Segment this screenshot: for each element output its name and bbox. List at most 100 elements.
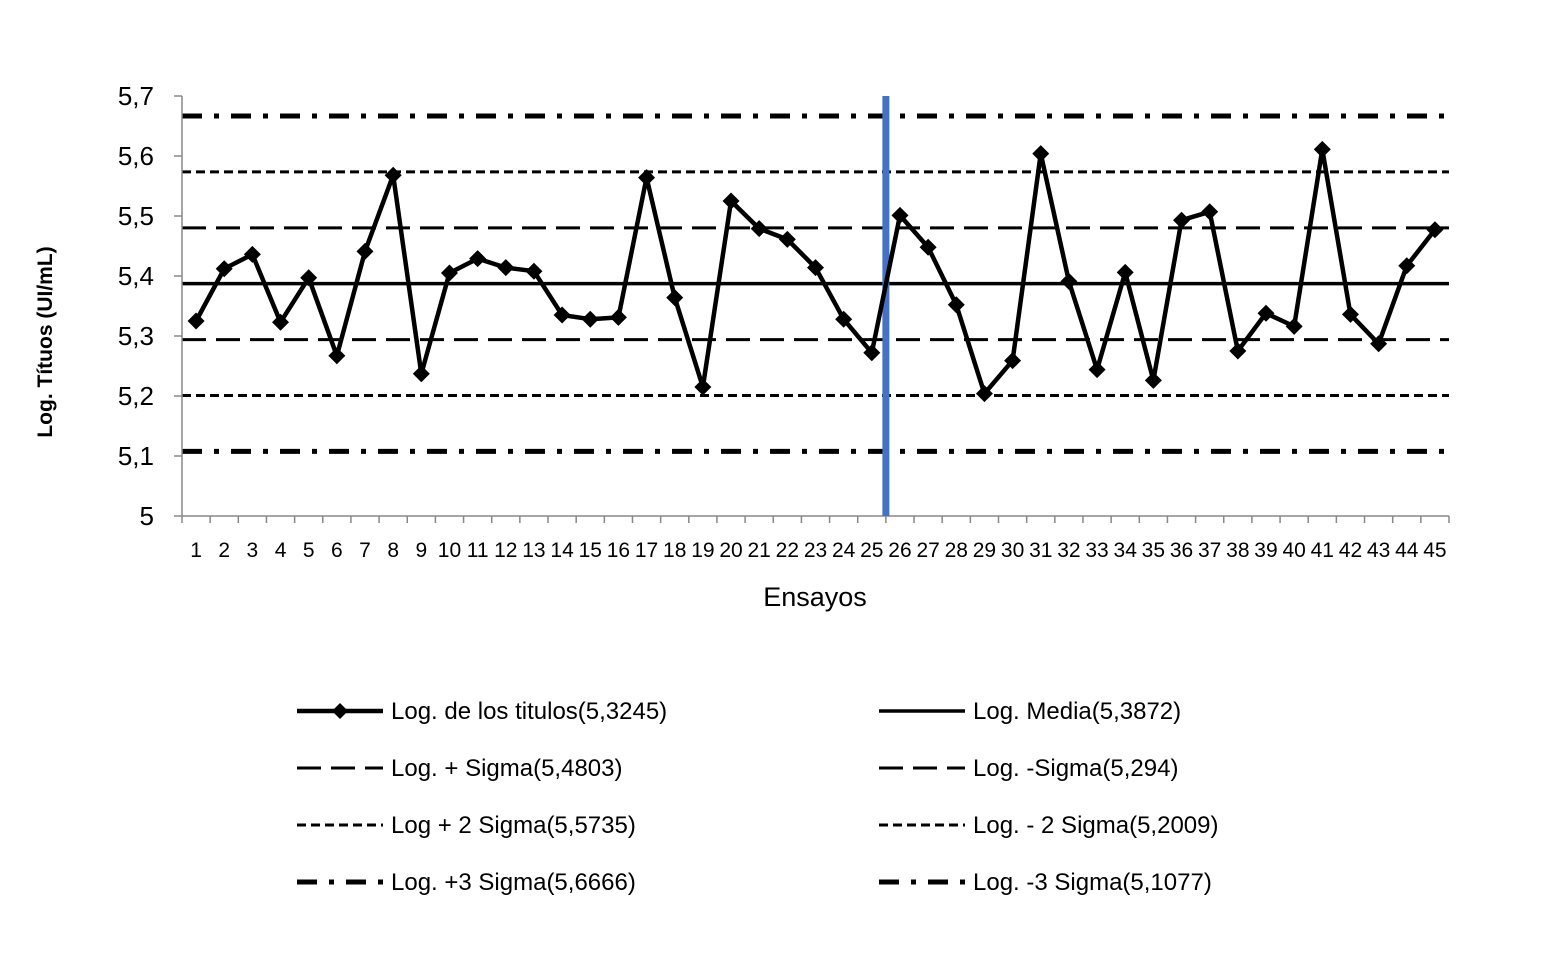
tick-labels: 55,15,25,35,45,55,65,71 2 3 4 5 6 7 8 9 10 11 12 13 1… bbox=[118, 81, 1447, 562]
x-tick-label-1: 2 bbox=[218, 539, 230, 562]
x-tick-label-19: 20 bbox=[719, 539, 742, 562]
data-point-35 bbox=[1144, 371, 1162, 389]
y-tick-label-7: 5,7 bbox=[118, 81, 154, 111]
x-tick-label-42: 43 bbox=[1367, 539, 1390, 562]
x-tick-label-36: 37 bbox=[1198, 539, 1221, 562]
data-point-11 bbox=[469, 250, 487, 268]
legend-label-1: Log. Media(5,3872) bbox=[973, 698, 1181, 725]
y-tick-label-4: 5,4 bbox=[118, 261, 154, 291]
x-tick-label-30: 31 bbox=[1029, 539, 1052, 562]
data-point-18 bbox=[666, 289, 684, 307]
x-tick-label-6: 7 bbox=[359, 539, 371, 562]
data-point-19 bbox=[694, 378, 712, 396]
y-tick-label-1: 5,1 bbox=[118, 441, 154, 471]
data-point-16 bbox=[609, 308, 627, 326]
legend: Log. de los titulos(5,3245) Log. Media(5,… bbox=[297, 698, 1218, 896]
data-point-12 bbox=[497, 259, 515, 277]
data-point-36 bbox=[1173, 211, 1191, 229]
x-tick-label-13: 14 bbox=[550, 539, 574, 562]
x-tick-label-31: 32 bbox=[1057, 539, 1080, 562]
x-tick-label-25: 26 bbox=[888, 539, 911, 562]
data-point-1 bbox=[187, 312, 205, 330]
legend-label-4: Log + 2 Sigma(5,5735) bbox=[391, 812, 636, 839]
data-point-31 bbox=[1032, 145, 1050, 163]
x-tick-label-29: 30 bbox=[1001, 539, 1024, 562]
data-point-22 bbox=[778, 230, 796, 248]
x-tick-label-17: 18 bbox=[663, 539, 686, 562]
x-tick-label-44: 45 bbox=[1423, 539, 1446, 562]
data-series bbox=[187, 140, 1444, 403]
data-point-10 bbox=[440, 264, 458, 282]
data-point-17 bbox=[638, 169, 656, 187]
x-tick-label-12: 13 bbox=[522, 539, 545, 562]
data-point-3 bbox=[243, 245, 261, 263]
y-tick-label-6: 5,6 bbox=[118, 141, 154, 171]
y-axis-title: Log. Títuos (UI/mL) bbox=[34, 246, 57, 437]
data-point-38 bbox=[1229, 342, 1247, 360]
y-tick-label-5: 5,5 bbox=[118, 201, 154, 231]
legend-label-6: Log. +3 Sigma(5,6666) bbox=[391, 869, 636, 896]
data-point-8 bbox=[384, 166, 402, 184]
data-point-27 bbox=[919, 238, 937, 256]
x-tick-label-28: 29 bbox=[973, 539, 996, 562]
reference-lines bbox=[182, 113, 1449, 454]
data-point-9 bbox=[412, 365, 430, 383]
x-tick-label-43: 44 bbox=[1395, 539, 1419, 562]
data-point-29 bbox=[975, 385, 993, 403]
x-tick-label-7: 8 bbox=[387, 539, 399, 562]
data-point-4 bbox=[272, 313, 290, 331]
x-tick-label-18: 19 bbox=[691, 539, 714, 562]
data-point-40 bbox=[1285, 317, 1303, 335]
x-tick-label-37: 38 bbox=[1226, 539, 1249, 562]
data-point-13 bbox=[525, 262, 543, 280]
x-tick-label-23: 24 bbox=[832, 539, 856, 562]
x-tick-label-32: 33 bbox=[1085, 539, 1108, 562]
data-point-34 bbox=[1116, 263, 1134, 281]
data-point-5 bbox=[300, 269, 318, 287]
data-point-32 bbox=[1060, 272, 1078, 290]
x-tick-label-34: 35 bbox=[1142, 539, 1165, 562]
x-tick-label-20: 21 bbox=[748, 539, 771, 562]
data-point-24 bbox=[835, 310, 853, 328]
x-tick-label-26: 27 bbox=[916, 539, 939, 562]
x-tick-label-39: 40 bbox=[1282, 539, 1305, 562]
x-tick-label-22: 23 bbox=[804, 539, 827, 562]
x-tick-label-38: 39 bbox=[1254, 539, 1277, 562]
legend-label-5: Log. - 2 Sigma(5,2009) bbox=[973, 812, 1218, 839]
x-tick-label-15: 16 bbox=[607, 539, 630, 562]
data-point-23 bbox=[807, 259, 824, 277]
x-tick-label-14: 15 bbox=[579, 539, 602, 562]
legend-label-0: Log. de los titulos(5,3245) bbox=[391, 698, 667, 725]
y-tick-label-3: 5,3 bbox=[118, 321, 154, 351]
data-point-37 bbox=[1201, 203, 1219, 221]
data-point-14 bbox=[553, 306, 571, 324]
data-point-42 bbox=[1341, 305, 1359, 323]
x-tick-label-40: 41 bbox=[1311, 539, 1334, 562]
x-tick-label-11: 12 bbox=[494, 539, 517, 562]
data-point-45 bbox=[1426, 221, 1444, 239]
x-tick-label-24: 25 bbox=[860, 539, 883, 562]
legend-label-3: Log. -Sigma(5,294) bbox=[973, 755, 1178, 782]
legend-marker-0 bbox=[332, 703, 348, 719]
data-point-28 bbox=[947, 296, 965, 314]
x-tick-label-10: 11 bbox=[467, 539, 489, 562]
x-tick-label-33: 34 bbox=[1114, 539, 1138, 562]
data-point-15 bbox=[581, 310, 599, 328]
data-point-7 bbox=[356, 242, 374, 260]
data-point-21 bbox=[750, 220, 768, 238]
data-point-39 bbox=[1257, 304, 1275, 322]
x-tick-label-2: 3 bbox=[247, 539, 259, 562]
x-tick-label-8: 9 bbox=[415, 539, 427, 562]
x-tick-label-5: 6 bbox=[331, 539, 343, 562]
data-point-2 bbox=[215, 260, 233, 278]
x-tick-label-41: 42 bbox=[1339, 539, 1362, 562]
data-point-33 bbox=[1088, 361, 1106, 379]
data-point-30 bbox=[1004, 352, 1022, 370]
data-point-41 bbox=[1313, 140, 1331, 158]
data-point-43 bbox=[1370, 335, 1388, 353]
data-point-6 bbox=[328, 347, 346, 365]
x-tick-label-35: 36 bbox=[1170, 539, 1193, 562]
x-tick-label-0: 1 bbox=[190, 539, 202, 562]
data-point-26 bbox=[891, 206, 909, 224]
